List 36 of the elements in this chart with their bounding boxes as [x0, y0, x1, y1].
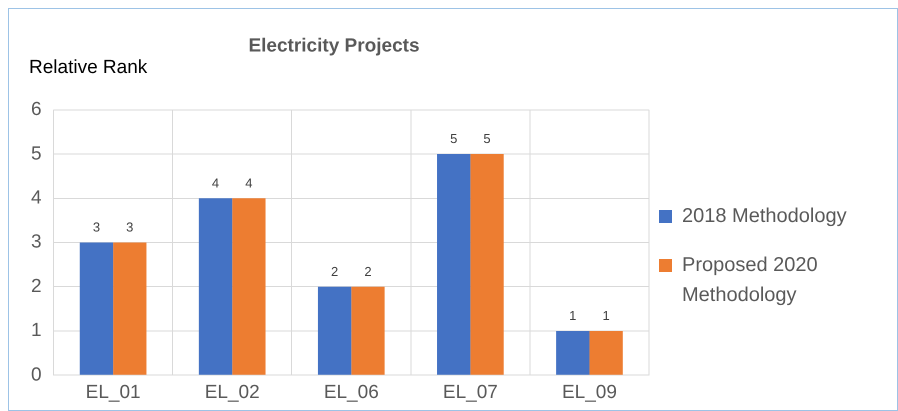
y-tick-label: 0: [30, 364, 42, 386]
data-label: 3: [126, 220, 134, 235]
bar: [198, 198, 232, 375]
bar: [589, 330, 623, 375]
x-tick-label: EL_06: [324, 382, 379, 403]
y-tick-label: 1: [30, 320, 42, 342]
y-tick-label: 2: [30, 276, 42, 297]
y-tick-label: 4: [30, 188, 42, 208]
x-tick-label: EL_09: [562, 382, 617, 403]
bar: [351, 286, 385, 375]
y-axis-title: Relative Rank: [29, 57, 148, 79]
chart-title: Electricity Projects: [248, 36, 420, 57]
data-label: 5: [450, 131, 458, 146]
y-tick-label: 5: [30, 143, 42, 164]
bar: [318, 286, 352, 375]
x-tick-label: EL_02: [204, 382, 260, 403]
bar: [470, 154, 504, 375]
bar: [232, 198, 266, 375]
data-label: 4: [245, 175, 252, 190]
y-tick-label: 6: [30, 99, 42, 120]
y-tick-label: 3: [30, 232, 42, 253]
data-label: 2: [364, 264, 372, 279]
bar: [80, 242, 114, 375]
data-label: 2: [330, 264, 338, 279]
legend-label: 2018 Methodology: [682, 204, 847, 229]
bar: [113, 242, 146, 375]
bar: [437, 154, 470, 375]
data-label: 5: [483, 131, 491, 146]
bar: [556, 330, 590, 375]
x-tick-label: EL_07: [442, 382, 498, 403]
x-tick-label: EL_01: [86, 382, 141, 403]
legend-label: Proposed 2020 Methodology: [682, 253, 819, 308]
data-label: 1: [569, 308, 576, 324]
data-label: 1: [602, 308, 610, 324]
data-label: 3: [92, 220, 100, 235]
data-label: 4: [212, 175, 220, 190]
